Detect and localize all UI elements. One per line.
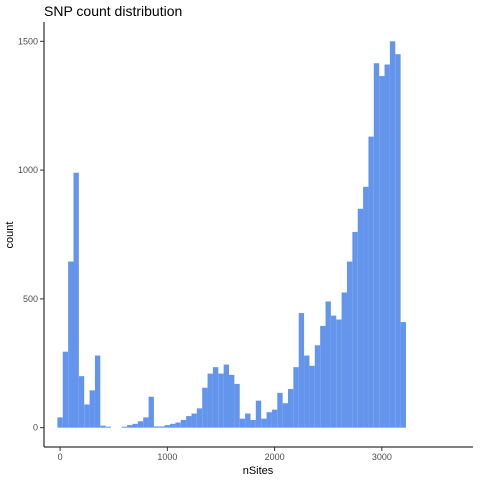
histogram-bar <box>395 54 401 428</box>
histogram-bar <box>261 418 267 428</box>
histogram-bar <box>89 390 95 428</box>
histogram-bar <box>346 261 353 428</box>
histogram-bar <box>223 364 230 428</box>
histogram-bar <box>170 423 176 428</box>
histogram-bar <box>298 313 305 428</box>
histogram-bar <box>341 292 347 428</box>
histogram-bar <box>255 400 262 428</box>
histogram-bar <box>229 374 235 428</box>
chart-title: SNP count distribution <box>44 3 182 19</box>
histogram-bar <box>234 383 240 428</box>
histogram-bar <box>330 315 337 428</box>
histogram-bar <box>94 355 101 428</box>
y-tick-label: 1500 <box>18 36 38 46</box>
histogram-bar <box>368 136 374 428</box>
histogram-bar <box>250 419 256 428</box>
histogram-bar <box>73 172 79 428</box>
histogram-bar <box>191 413 197 428</box>
histogram-bar <box>336 319 342 428</box>
histogram-bar <box>127 425 133 428</box>
histogram-bar <box>304 355 310 428</box>
x-axis-label: nSites <box>243 465 274 477</box>
histogram-bar <box>100 425 106 428</box>
histogram-bar <box>212 367 219 428</box>
histogram-bar <box>379 76 385 428</box>
histogram-bar <box>357 208 364 428</box>
x-tick-label: 2000 <box>265 452 285 462</box>
histogram-bar <box>400 322 406 428</box>
y-axis-ticks: 0 500 1000 1500 <box>18 36 44 433</box>
x-tick-label: 3000 <box>372 452 392 462</box>
histogram-bar <box>180 419 187 428</box>
histogram-bar <box>84 404 90 428</box>
histogram-bar <box>105 426 112 428</box>
histogram-bar <box>207 373 213 428</box>
y-tick-label: 500 <box>23 294 38 304</box>
histogram-bar <box>389 41 396 428</box>
histogram-bar <box>57 417 63 428</box>
x-tick-label: 1000 <box>157 452 177 462</box>
y-tick-label: 1000 <box>18 165 38 175</box>
histogram-bar <box>132 423 138 428</box>
histogram-bar <box>363 186 369 428</box>
histogram-bar <box>196 408 203 428</box>
histogram-bar <box>148 396 154 428</box>
histogram-bar <box>277 392 283 428</box>
histogram-bar <box>137 421 144 428</box>
histogram-bar <box>78 376 85 428</box>
histogram-bar <box>245 413 251 428</box>
y-axis-label: count <box>4 222 16 249</box>
histogram-bar <box>175 422 181 428</box>
y-tick-label: 0 <box>33 423 38 433</box>
histogram-bar <box>143 417 149 428</box>
histogram-bar <box>153 426 160 428</box>
histogram-bar <box>62 351 69 428</box>
histogram-bar <box>121 426 128 428</box>
histogram-bar <box>164 425 171 428</box>
histogram-bar <box>282 403 288 428</box>
histogram-bar <box>287 389 294 428</box>
histogram-bar <box>373 63 380 428</box>
histogram-bar <box>202 387 208 428</box>
histogram-bar <box>293 367 299 428</box>
histogram-bar <box>159 426 165 428</box>
x-axis-ticks: 0 1000 2000 3000 <box>58 447 392 462</box>
histogram-bar <box>239 418 246 428</box>
histogram-bar <box>309 365 315 428</box>
histogram-bar <box>266 412 272 428</box>
histogram-bar <box>218 373 224 428</box>
bars-group <box>57 41 406 428</box>
histogram-bar <box>320 325 326 428</box>
histogram-bar <box>314 345 321 428</box>
histogram-bar <box>352 231 358 428</box>
x-tick-label: 0 <box>58 452 63 462</box>
histogram-bar <box>186 416 192 428</box>
histogram-bar <box>68 261 74 428</box>
histogram-bar <box>384 64 390 428</box>
histogram-bar <box>325 301 331 428</box>
histogram-bar <box>271 409 278 428</box>
